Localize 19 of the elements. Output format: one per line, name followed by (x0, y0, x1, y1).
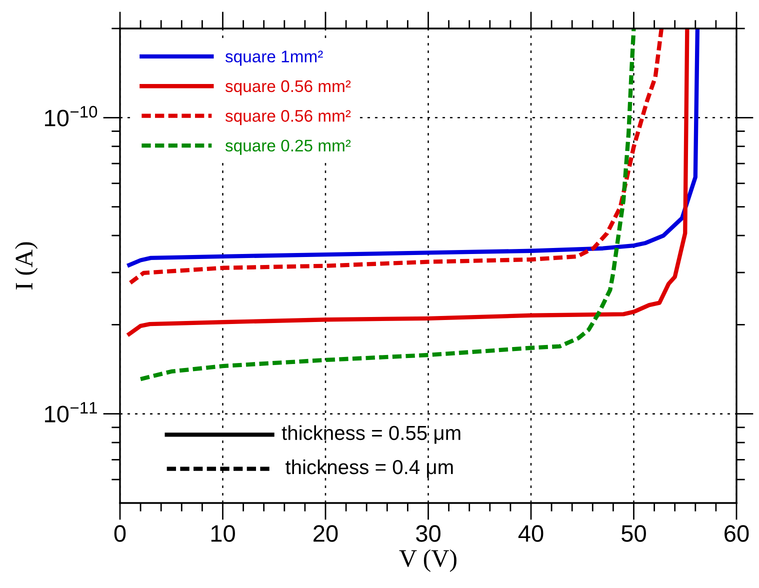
x-axis-title: V (V) (399, 549, 456, 572)
x-tick-label: 10 (211, 525, 235, 542)
x-tick-label: 20 (314, 525, 338, 542)
x-tick-label: 0 (114, 525, 126, 542)
y-tick-label: 10$^{−11}$ (45, 402, 97, 422)
annotation: thickness = 0.55 μm (282, 425, 460, 444)
line-series (138, 28, 636, 382)
y-axis-title: I (A) (14, 242, 38, 290)
legend-label: square 0.56 mm² (225, 110, 351, 126)
x-tick-label: 30 (416, 525, 440, 542)
x-tick-label: 50 (622, 525, 646, 542)
legend-label: square 1mm² (225, 50, 323, 66)
x-tick-label: 40 (518, 525, 544, 542)
legend-label: square 0.56 mm² (225, 80, 351, 96)
line-series (127, 28, 690, 336)
annotation: thickness = 0.4 μm (286, 459, 453, 478)
x-tick-label: 60 (724, 525, 749, 542)
legend-label: square 0.25 mm² (225, 140, 351, 155)
y-tick-label: 10$^{−10}$ (45, 106, 98, 126)
